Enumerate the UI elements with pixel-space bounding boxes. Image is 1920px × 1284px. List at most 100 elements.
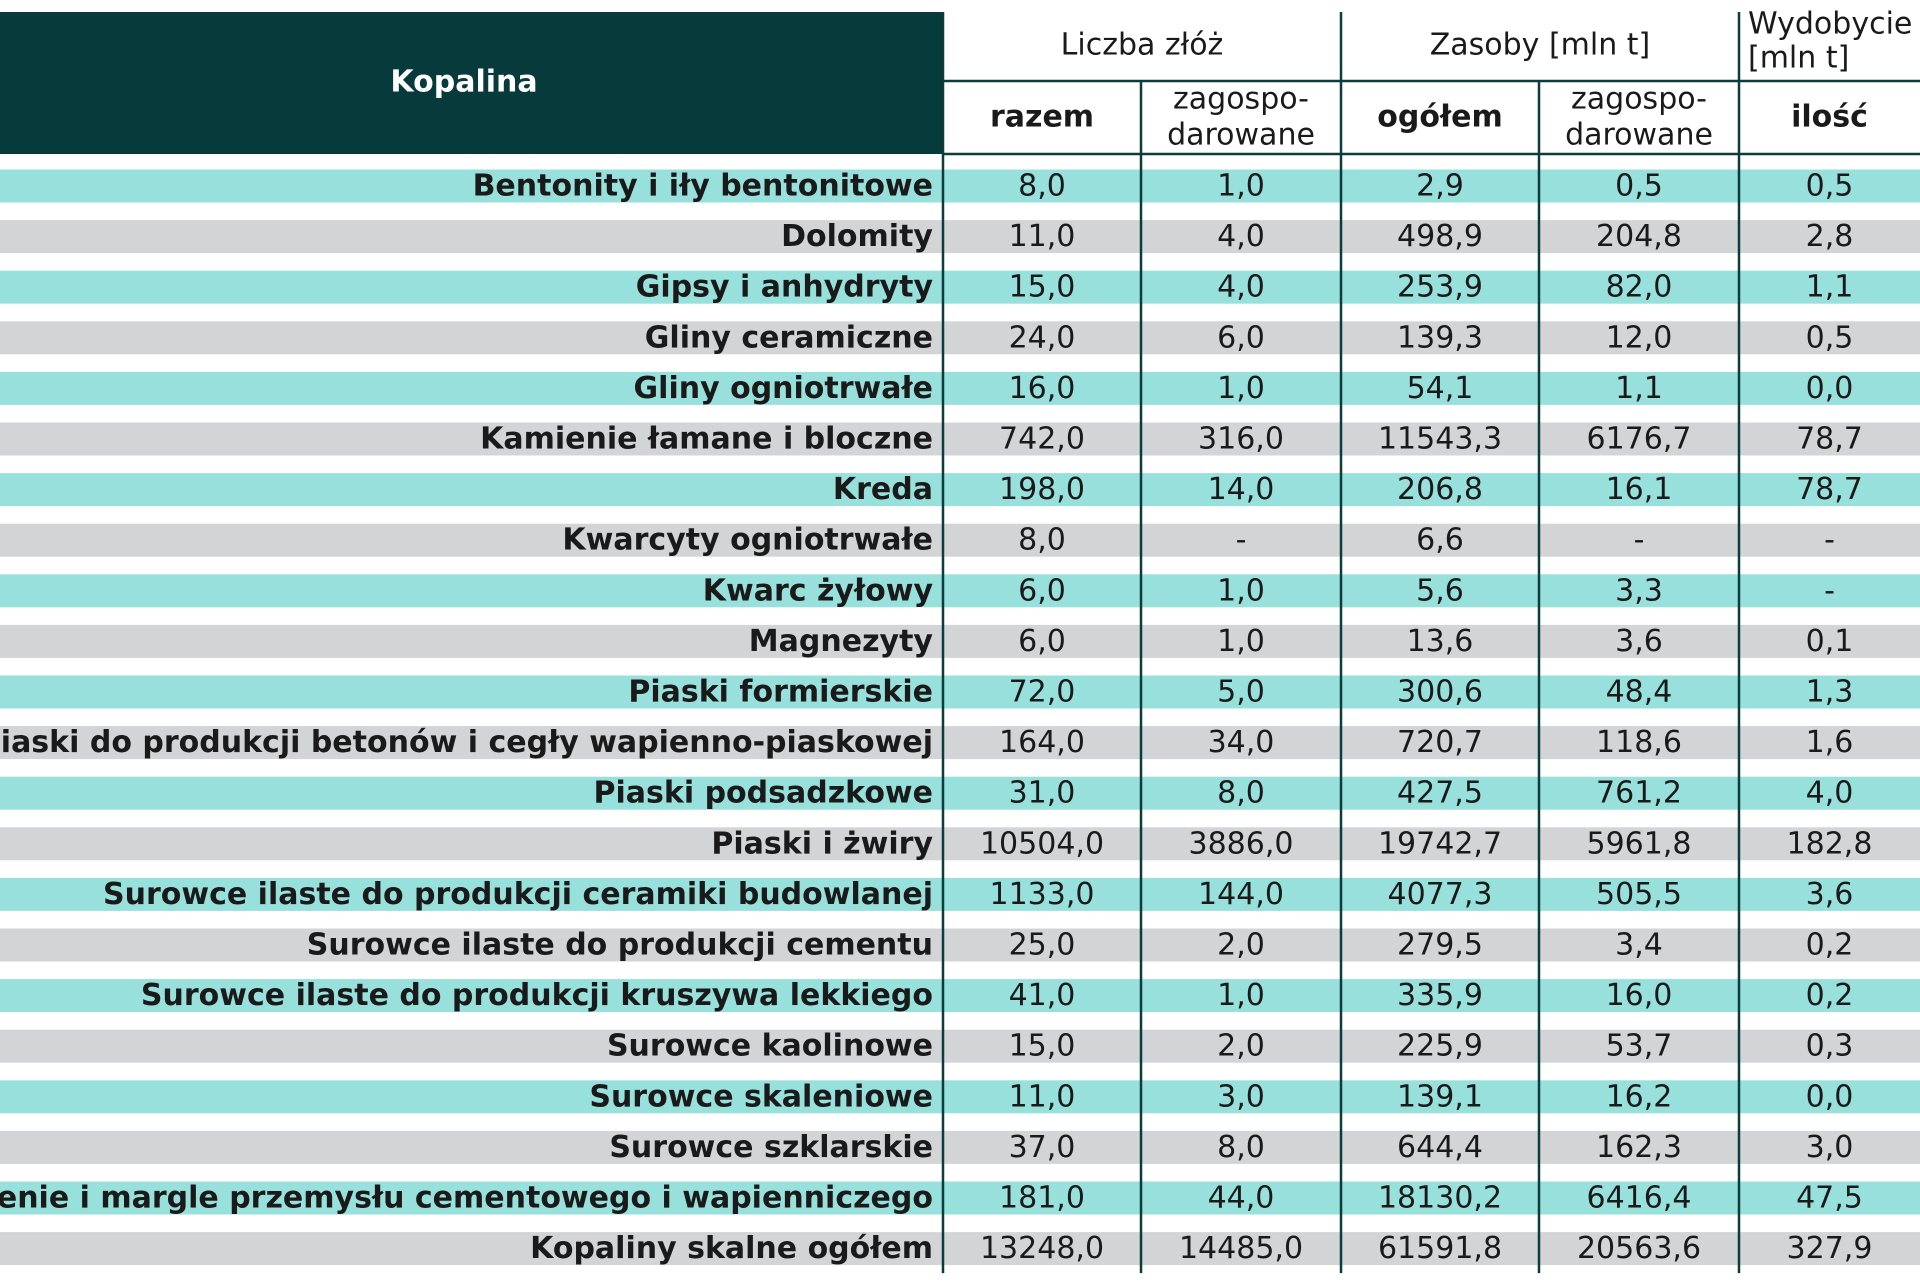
cell-value: 11,0 [1009,219,1076,254]
cell-value: 3,3 [1615,573,1663,608]
header-cell [0,12,943,154]
cell-value: 5,6 [1416,573,1464,608]
cell-value: 204,8 [1596,219,1682,254]
row-band [0,523,1920,557]
cell-value: 225,9 [1397,1029,1483,1064]
cell-value: 644,4 [1397,1130,1483,1165]
cell-value: 761,2 [1596,776,1682,811]
row-label: Gipsy i anhydryty [636,270,934,305]
cell-value: 0,5 [1806,169,1854,204]
cell-value: 427,5 [1397,776,1483,811]
cell-value: 1,0 [1217,573,1265,608]
row-label: Wapienie i margle przemysłu cementowego … [0,1181,933,1216]
cell-value: 47,5 [1796,1181,1863,1216]
cell-value: 8,0 [1217,1130,1265,1165]
row-label: Piaski i żwiry [711,826,933,861]
row-band [0,574,1920,608]
cell-value: 1,0 [1217,624,1265,659]
header-title: Kopalina [390,65,537,100]
cell-value: 78,7 [1796,422,1863,457]
cell-value: 4077,3 [1388,877,1493,912]
cell-value: 0,2 [1806,978,1854,1013]
cell-value: 1,1 [1615,371,1663,406]
row-label: Surowce kaolinowe [607,1029,933,1064]
cell-value: 8,0 [1018,169,1066,204]
cell-value: 18130,2 [1378,1181,1502,1216]
cell-value: 327,9 [1787,1231,1873,1266]
row-label: Magnezyty [749,624,934,659]
cell-value: - [1634,523,1645,558]
row-band [0,321,1920,355]
cell-value: 0,5 [1615,169,1663,204]
cell-value: 181,0 [999,1181,1085,1216]
cell-value: 742,0 [999,422,1085,457]
cell-value: 14485,0 [1179,1231,1303,1266]
cell-value: 13248,0 [980,1231,1104,1266]
cell-value: 6,0 [1217,320,1265,355]
cell-value: 15,0 [1009,270,1076,305]
row-band [0,675,1920,709]
cell-value: 5961,8 [1587,826,1692,861]
cell-value: 1133,0 [990,877,1095,912]
row-label: Gliny ogniotrwałe [634,371,933,406]
cell-value: 164,0 [999,725,1085,760]
cell-value: 6176,7 [1587,422,1692,457]
row-band [0,169,1920,203]
row-band [0,1080,1920,1114]
row-label: Piaski formierskie [628,675,933,710]
cell-value: 1,0 [1217,169,1265,204]
cell-value: 1,0 [1217,371,1265,406]
cell-value: 8,0 [1217,776,1265,811]
row-label: Kwarc żyłowy [703,573,934,608]
cell-value: 2,9 [1416,169,1464,204]
cell-value: 118,6 [1596,725,1682,760]
cell-value: 206,8 [1397,472,1483,507]
row-band [0,928,1920,962]
cell-value: 0,2 [1806,928,1854,963]
cell-value: 6,6 [1416,523,1464,558]
cell-value: 2,8 [1806,219,1854,254]
cell-value: 139,1 [1397,1079,1483,1114]
cell-value: - [1824,523,1835,558]
subheader: zagospo- [1571,82,1707,117]
group-header: Liczba złóż [1061,28,1224,63]
row-band [0,624,1920,658]
row-band [0,827,1920,861]
cell-value: 3,0 [1806,1130,1854,1165]
cell-value: 2,0 [1217,1029,1265,1064]
row-band [0,270,1920,304]
cell-value: 16,2 [1606,1079,1673,1114]
cell-value: 144,0 [1198,877,1284,912]
cell-value: 3,6 [1615,624,1663,659]
cell-value: 505,5 [1596,877,1682,912]
cell-value: 34,0 [1208,725,1275,760]
row-label: Gliny ceramiczne [645,320,933,355]
cell-value: 139,3 [1397,320,1483,355]
subheader: darowane [1167,118,1315,153]
cell-value: 15,0 [1009,1029,1076,1064]
row-label: Kwarcyty ogniotrwałe [562,523,933,558]
cell-value: 3,4 [1615,928,1663,963]
cell-value: 16,0 [1606,978,1673,1013]
cell-value: 41,0 [1009,978,1076,1013]
cell-value: 1,0 [1217,978,1265,1013]
cell-value: 2,0 [1217,928,1265,963]
cell-value: 10504,0 [980,826,1104,861]
cell-value: 13,6 [1407,624,1474,659]
cell-value: 16,1 [1606,472,1673,507]
subheader: darowane [1565,118,1713,153]
group-header: Wydobycie [1748,7,1912,42]
row-band [0,979,1920,1013]
row-label: Kopaliny skalne ogółem [530,1231,933,1266]
row-label: Surowce ilaste do produkcji ceramiki bud… [103,877,933,912]
row-band [0,1130,1920,1164]
cell-value: 162,3 [1596,1130,1682,1165]
row-label: Bentonity i iły bentonitowe [473,169,933,204]
row-band [0,1232,1920,1266]
cell-value: 19742,7 [1378,826,1502,861]
cell-value: 6,0 [1018,573,1066,608]
row-band [0,776,1920,810]
cell-value: 720,7 [1397,725,1483,760]
group-header: [mln t] [1748,41,1849,76]
